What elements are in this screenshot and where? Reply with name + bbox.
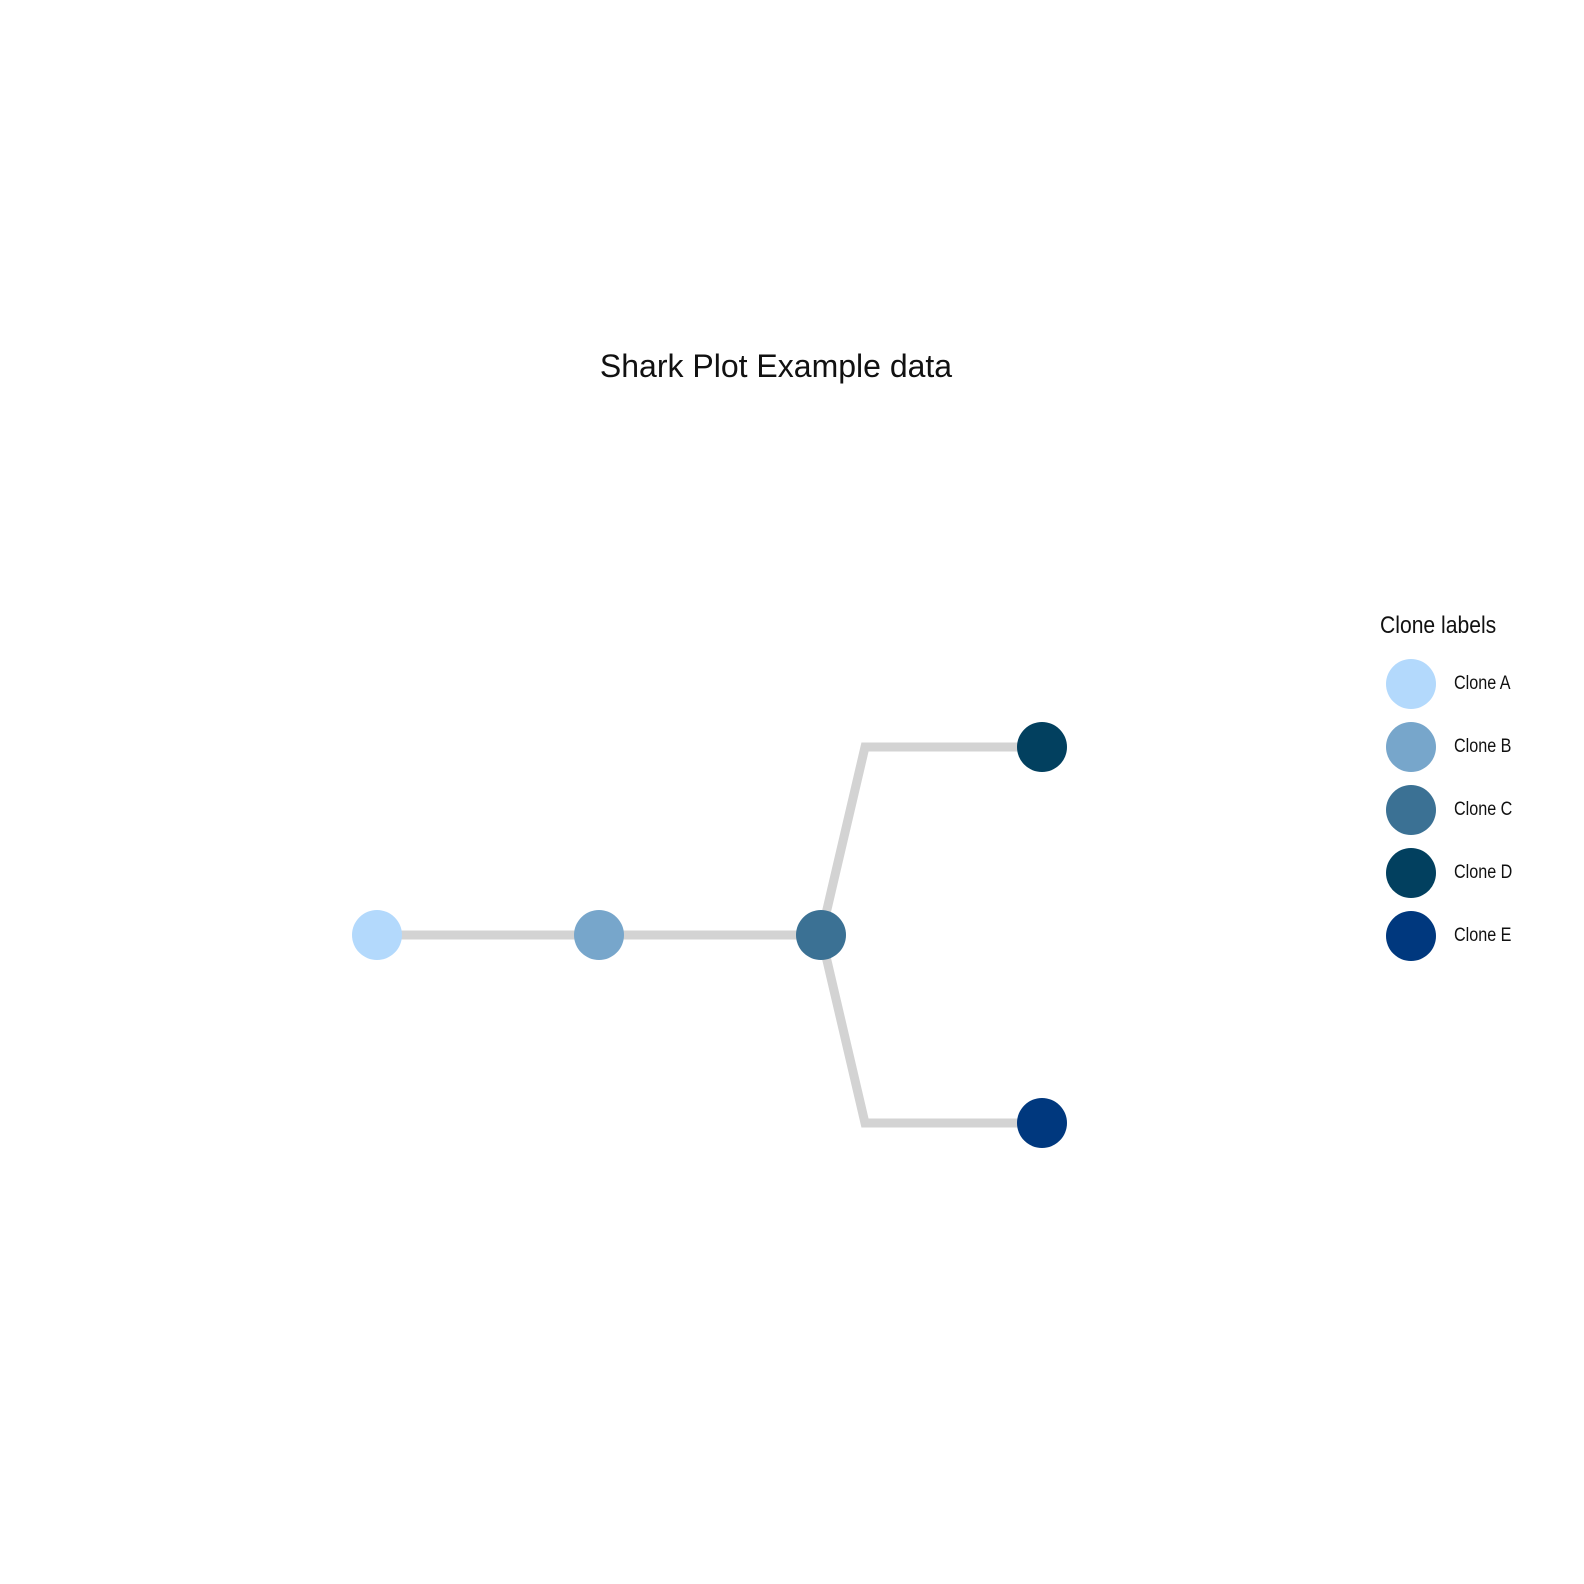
legend-item: Clone B bbox=[1380, 715, 1560, 778]
edge-c-d bbox=[816, 742, 1042, 937]
legend-swatch bbox=[1386, 658, 1436, 709]
legend: Clone labels Clone A Clone B Clone C Clone … bbox=[1380, 612, 1560, 967]
node-clone-a bbox=[352, 910, 402, 960]
legend-label: Clone D bbox=[1454, 861, 1513, 883]
legend-swatch bbox=[1386, 721, 1436, 772]
nodes bbox=[352, 722, 1067, 1148]
plot-title: Shark Plot Example data bbox=[599, 348, 953, 384]
edge-c-e bbox=[816, 933, 1042, 1128]
node-clone-d bbox=[1017, 722, 1067, 772]
legend-label: Clone B bbox=[1454, 735, 1512, 757]
legend-swatch bbox=[1386, 910, 1436, 961]
legend-item: Clone A bbox=[1380, 652, 1560, 715]
node-clone-e bbox=[1017, 1098, 1067, 1148]
legend-item: Clone C bbox=[1380, 778, 1560, 841]
legend-title: Clone labels bbox=[1380, 612, 1497, 639]
legend-item: Clone D bbox=[1380, 841, 1560, 904]
legend-swatch bbox=[1386, 847, 1436, 898]
legend-swatch bbox=[1386, 784, 1436, 835]
legend-items: Clone A Clone B Clone C Clone D Clone E bbox=[1380, 652, 1560, 967]
legend-label: Clone A bbox=[1454, 672, 1511, 694]
legend-label: Clone E bbox=[1454, 924, 1512, 946]
edges bbox=[377, 742, 1042, 1128]
legend-label: Clone C bbox=[1454, 798, 1513, 820]
node-clone-c bbox=[796, 910, 846, 960]
legend-item: Clone E bbox=[1380, 904, 1560, 967]
node-clone-b bbox=[574, 910, 624, 960]
